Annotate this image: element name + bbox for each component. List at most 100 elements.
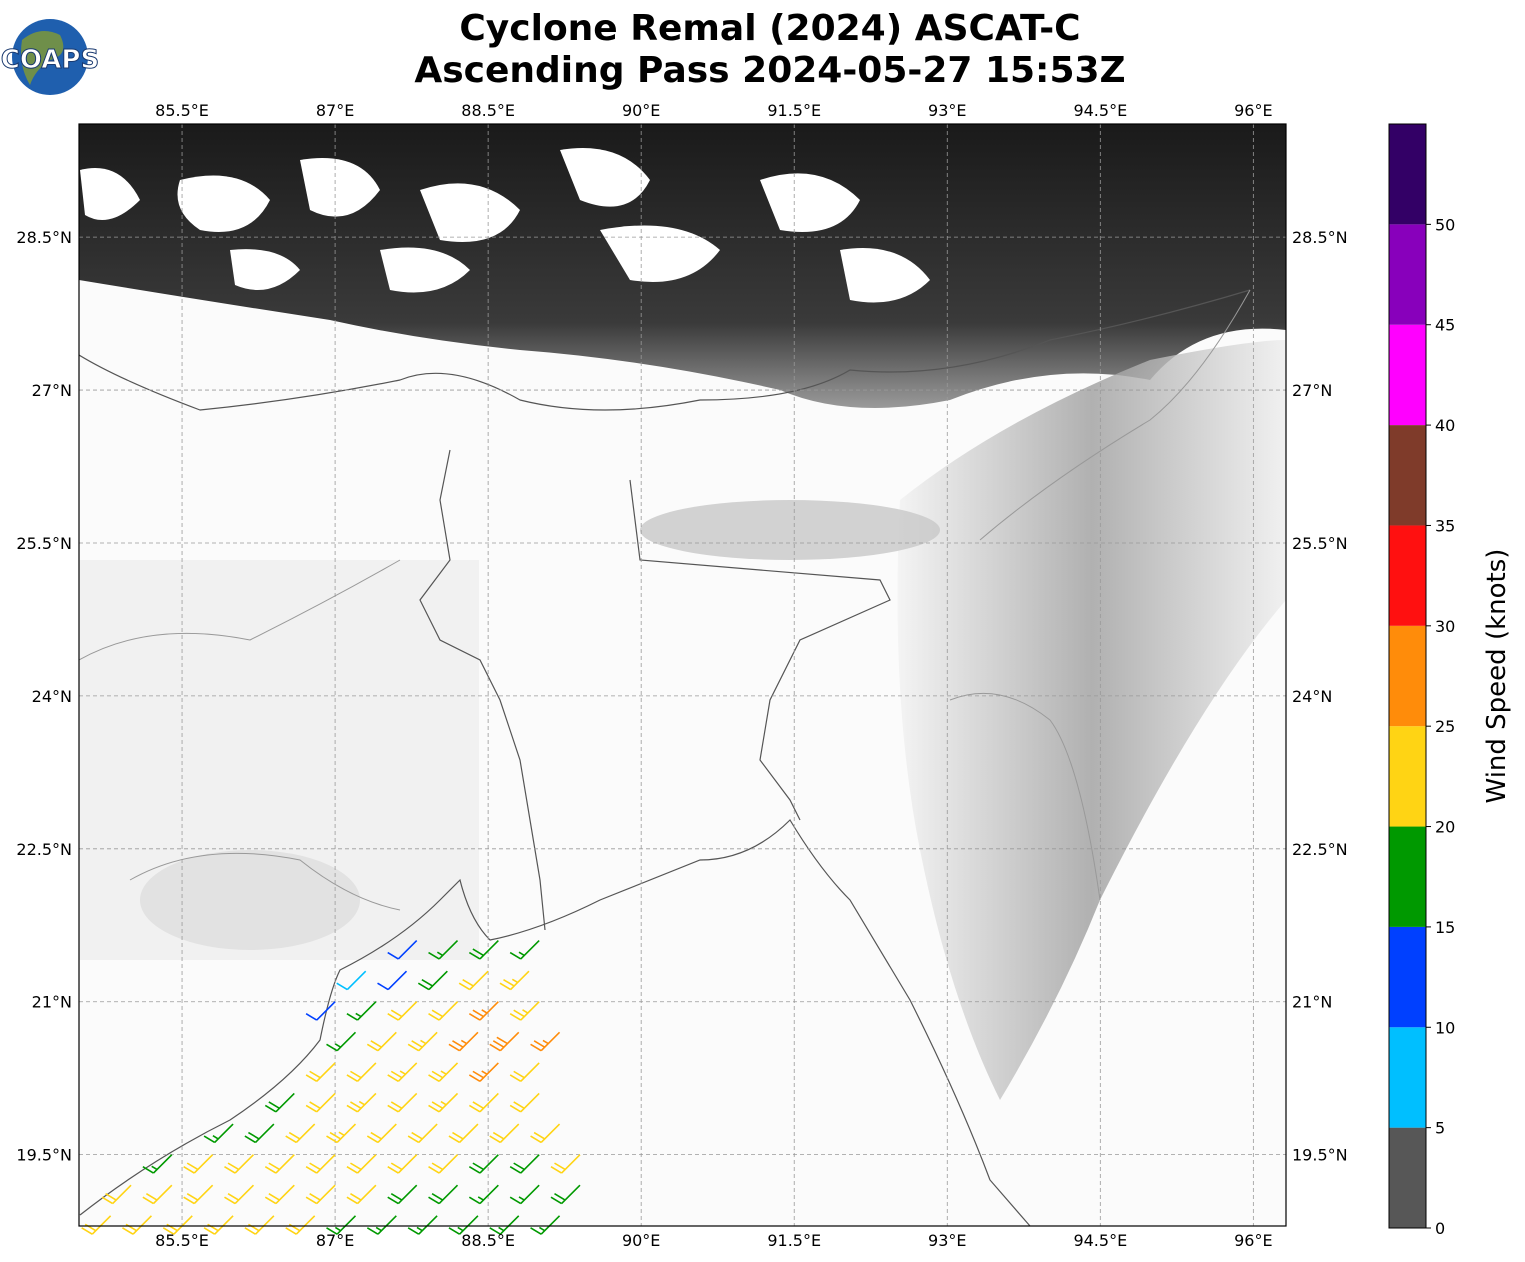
wind-barb (509, 1154, 540, 1174)
wind-barb (142, 1154, 173, 1174)
wind-barb (468, 1062, 499, 1082)
wind-barb (530, 1123, 561, 1144)
lon-tick-label: 87°E (316, 101, 354, 120)
wind-barb (101, 1184, 132, 1205)
lat-tick-label: 27°N (1292, 381, 1332, 400)
map-frame (78, 123, 1287, 1227)
colorbar-tick-label: 30 (1435, 617, 1455, 636)
colorbar-tick-label: 50 (1435, 215, 1455, 234)
wind-barb (183, 1154, 214, 1174)
terrain (79, 124, 1286, 1226)
colorbar-tick-label: 5 (1435, 1119, 1445, 1138)
lon-tick-label: 93°E (928, 1231, 966, 1250)
wind-barb (468, 1154, 499, 1174)
wind-barb (377, 970, 408, 991)
wind-barb (509, 1062, 540, 1082)
wind-barb (346, 1001, 377, 1021)
colorbar-bin (1389, 124, 1426, 225)
wind-barb (122, 1215, 153, 1235)
wind-barb (468, 1092, 499, 1113)
wind-barb (407, 1123, 438, 1144)
lat-tick-label: 22.5°N (16, 840, 72, 859)
lat-tick-label: 24°N (32, 687, 72, 706)
lon-tick-label: 93°E (928, 101, 966, 120)
wind-barb (489, 1123, 520, 1144)
wind-barb (407, 1031, 438, 1052)
lon-tick-label: 94.5°E (1073, 101, 1127, 120)
title-line: Cyclone Remal (2024) ASCAT-C (459, 8, 1080, 49)
lon-tick-label: 90°E (622, 101, 660, 120)
colorbar-bin (1389, 525, 1426, 626)
wind-barb (142, 1184, 173, 1205)
wind-barb (407, 1215, 438, 1235)
colorbar-tick-label: 20 (1435, 818, 1455, 837)
colorbar-label: Wind Speed (knots) (1482, 549, 1512, 804)
colorbar-tick-label: 25 (1435, 717, 1455, 736)
wind-barb (387, 1001, 418, 1021)
lat-tick-label: 19.5°N (1292, 1146, 1348, 1165)
lat-tick-label: 21°N (32, 993, 72, 1012)
wind-barb (387, 939, 418, 960)
wind-barb (366, 1031, 397, 1052)
lat-tick-label: 22.5°N (1292, 840, 1348, 859)
graticule (79, 124, 1286, 1226)
wind-barb (305, 1184, 336, 1205)
lon-tick-label: 96°E (1234, 1231, 1272, 1250)
wind-barb (448, 1215, 479, 1235)
lon-tick-label: 87°E (316, 1231, 354, 1250)
lon-tick-label: 88.5°E (461, 1231, 515, 1250)
colorbar-bin (1389, 425, 1426, 526)
colorbar-bin (1389, 224, 1426, 325)
lat-tick-label: 28.5°N (1292, 228, 1348, 247)
lon-tick-label: 88.5°E (461, 101, 515, 120)
wind-barb (468, 1184, 499, 1205)
wind-barb (346, 1092, 377, 1113)
wind-barb (387, 1092, 418, 1113)
wind-barb (428, 939, 459, 960)
colorbar-bin (1389, 324, 1426, 426)
wind-barb (530, 1215, 561, 1235)
lon-tick-label: 90°E (622, 1231, 660, 1250)
wind-barb (387, 1184, 418, 1205)
colorbar-bin (1389, 926, 1426, 1028)
colorbar-frame (1388, 123, 1427, 1229)
lat-tick-label: 21°N (1292, 993, 1332, 1012)
wind-barb (244, 1123, 275, 1144)
title-line: Ascending Pass 2024-05-27 15:53Z (414, 50, 1125, 91)
wind-barb (264, 1154, 295, 1174)
wind-barb (264, 1092, 295, 1113)
colorbar-tick-label: 15 (1435, 918, 1455, 937)
wind-barb (244, 1215, 275, 1235)
wind-barb (285, 1123, 316, 1144)
wind-barb (448, 1031, 479, 1052)
wind-barb (428, 1154, 459, 1174)
lat-tick-label: 25.5°N (16, 534, 72, 553)
wind-barb (81, 1215, 112, 1235)
wind-barb (509, 1184, 540, 1205)
wind-barb (499, 970, 530, 991)
wind-barb (346, 1154, 377, 1174)
logo-text: COAPS (1, 45, 99, 75)
lat-tick-label: 28.5°N (16, 228, 72, 247)
lon-tick-label: 91.5°E (767, 1231, 821, 1250)
wind-barb (509, 1001, 540, 1021)
wind-barb (387, 1154, 418, 1174)
wind-barb (305, 1092, 336, 1113)
lon-tick-label: 94.5°E (1073, 1231, 1127, 1250)
wind-barb (509, 1092, 540, 1113)
lon-tick-label: 85.5°E (155, 101, 209, 120)
wind-barb (417, 970, 448, 991)
lat-tick-label: 27°N (32, 381, 72, 400)
colorbar-tick-label: 45 (1435, 316, 1455, 335)
colorbar-tick-label: 10 (1435, 1018, 1455, 1037)
wind-barb (326, 1031, 357, 1052)
wind-barb (509, 939, 540, 960)
lat-tick-label: 19.5°N (16, 1146, 72, 1165)
wind-barb (387, 1062, 418, 1082)
wind-barb (224, 1154, 255, 1174)
colorbar-bin (1389, 1127, 1426, 1228)
colorbar-tick-label: 40 (1435, 416, 1455, 435)
colorbar-tick-label: 0 (1435, 1219, 1445, 1238)
wind-barb (305, 1001, 336, 1021)
